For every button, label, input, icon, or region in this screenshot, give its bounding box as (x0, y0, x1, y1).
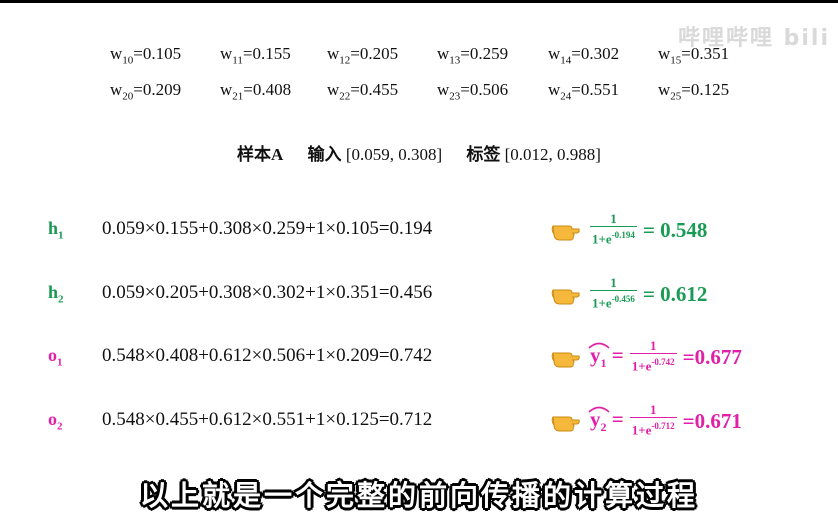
pointing-hand-icon (551, 416, 580, 432)
video-subtitle: 以上就是一个完整的前向传播的计算过程 (139, 479, 698, 512)
sample-name: 样本A (237, 145, 284, 164)
weight-w12: w12=0.205 (327, 44, 399, 67)
pointing-hand-icon (551, 289, 580, 305)
calc-row-o1: o1 0.548×0.408+0.612×0.506+1×0.209=0.742… (0, 337, 838, 377)
sigmoid-fraction: 1 1+e-0.712 (629, 402, 677, 438)
row-result-o2: y2 = 1 1+e-0.712 =0.671 (588, 402, 742, 438)
weight-w13: w13=0.259 (437, 44, 509, 67)
input-label: 输入 (307, 145, 342, 164)
row-expression-h2: 0.059×0.205+0.308×0.302+1×0.351=0.456 (102, 282, 433, 303)
weight-w23: w23=0.506 (437, 80, 509, 103)
watermark: 哔哩哔哩 bili (677, 26, 830, 51)
hat-accent-icon (588, 342, 610, 349)
row-expression-o2: 0.548×0.455+0.612×0.551+1×0.125=0.712 (102, 409, 433, 430)
row-label-o1: o1 (48, 345, 63, 369)
weight-w20: w20=0.209 (110, 80, 182, 103)
weight-w15: w15=0.351 (658, 44, 730, 67)
weight-w24: w24=0.551 (548, 80, 620, 103)
weight-w14: w14=0.302 (548, 44, 620, 67)
hat-accent-icon (588, 406, 610, 413)
y-hat-symbol: y1 = (588, 342, 624, 371)
row-result-o1: y1 = 1 1+e-0.742 =0.677 (588, 338, 742, 374)
weight-w21: w21=0.408 (220, 80, 292, 103)
label-value: [0.012, 0.988] (504, 145, 601, 164)
calc-row-h2: h2 0.059×0.205+0.308×0.302+1×0.351=0.456… (0, 274, 838, 314)
pointing-hand-icon (551, 225, 580, 241)
weight-w22: w22=0.455 (327, 80, 399, 103)
row-label-h2: h2 (48, 282, 64, 306)
weight-w25: w25=0.125 (658, 80, 730, 103)
calc-row-o2: o2 0.548×0.455+0.612×0.551+1×0.125=0.712… (0, 401, 838, 441)
row-result-h2: 1 1+e-0.456 = 0.612 (590, 275, 708, 311)
row-expression-o1: 0.548×0.408+0.612×0.506+1×0.209=0.742 (102, 345, 433, 366)
y-hat-symbol: y2 = (588, 406, 624, 435)
row-result-h1: 1 1+e-0.194 = 0.548 (590, 211, 708, 247)
label-label: 标签 (466, 145, 501, 164)
row-expression-h1: 0.059×0.155+0.308×0.259+1×0.105=0.194 (102, 218, 433, 239)
sample-line: 样本A 输入 [0.059, 0.308] 标签 [0.012, 0.988] (0, 140, 838, 165)
weight-w10: w10=0.105 (110, 44, 182, 67)
top-border (0, 0, 838, 3)
sigmoid-fraction: 1 1+e-0.194 (590, 211, 637, 247)
row-label-h1: h1 (48, 218, 64, 242)
row-label-o2: o2 (48, 409, 63, 433)
pointing-hand-icon (551, 352, 580, 368)
sigmoid-fraction: 1 1+e-0.742 (629, 338, 677, 374)
sigmoid-fraction: 1 1+e-0.456 (590, 275, 637, 311)
calc-row-h1: h1 0.059×0.155+0.308×0.259+1×0.105=0.194… (0, 210, 838, 250)
weight-w11: w11=0.155 (220, 44, 291, 67)
input-value: [0.059, 0.308] (345, 145, 443, 164)
